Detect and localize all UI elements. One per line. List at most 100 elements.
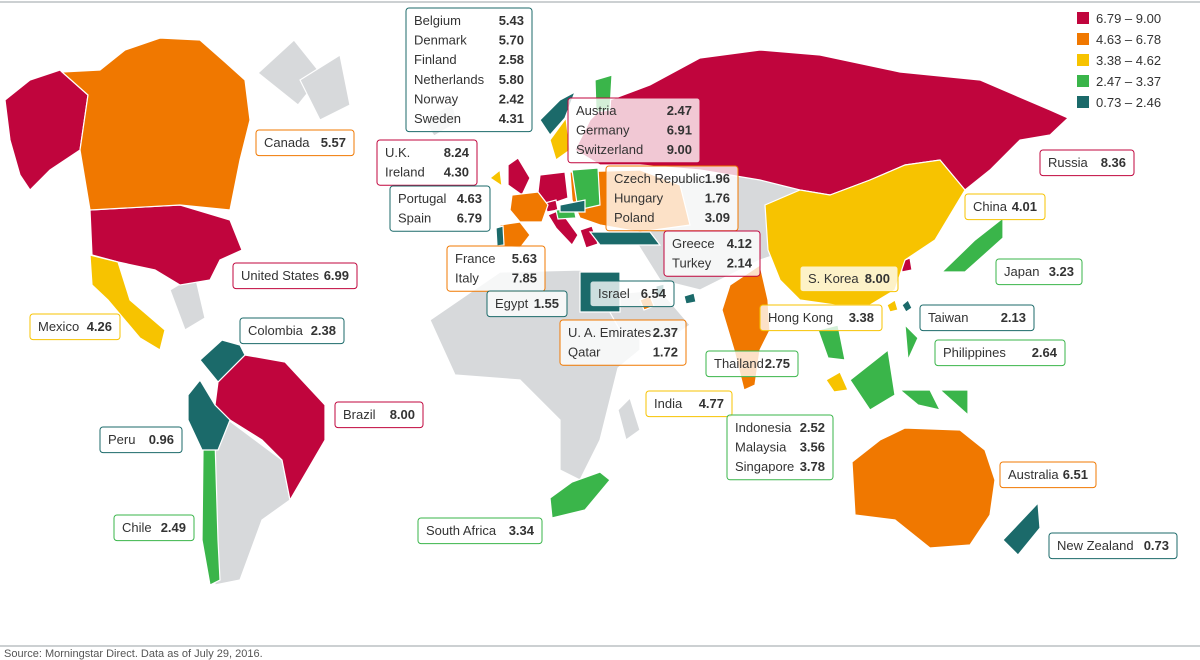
label-box-japan [995, 258, 1083, 286]
label-brazil: Brazil 8.00 [334, 401, 424, 429]
label-asean: Indonesia 2.52 Malaysia 3.56 Singapore 3.78 [726, 414, 834, 481]
label-uk: U.K. 8.24 Ireland 4.30 [376, 139, 478, 186]
country-value: 3.09 [705, 210, 730, 225]
label-box-asean [726, 414, 834, 481]
country-value: 2.37 [653, 325, 678, 340]
region-madagascar-grey [617, 396, 641, 441]
legend-swatch-1 [1077, 12, 1089, 24]
label-box-newzealand [1048, 532, 1178, 560]
label-box-china [964, 193, 1046, 221]
country-name: Philippines [943, 345, 1006, 360]
region-poland [571, 167, 601, 211]
region-qatar [683, 292, 697, 305]
country-name: India [654, 396, 683, 411]
legend-swatch-5 [1077, 96, 1089, 108]
country-name: Thailand [714, 356, 764, 371]
region-south-africa [549, 471, 611, 519]
label-dach: Austria 2.47 Germany 6.91 Switzerland 9.00 [567, 97, 701, 164]
label-usa: United States 6.99 [232, 262, 358, 290]
region-canada [60, 37, 251, 211]
country-name: Indonesia [735, 420, 792, 435]
country-value: 2.42 [499, 91, 524, 106]
country-value: 5.43 [499, 13, 524, 28]
region-ireland [488, 168, 503, 188]
label-box-nordics [405, 7, 533, 133]
country-name: S. Korea [808, 271, 859, 286]
country-value: 3.38 [849, 310, 874, 325]
label-philippines: Philippines 2.64 [934, 339, 1066, 367]
region-peru [187, 378, 231, 451]
country-value: 2.64 [1032, 345, 1058, 360]
legend-label-5: 0.73 – 2.46 [1096, 95, 1161, 110]
label-box-philippines [934, 339, 1066, 367]
country-name: Peru [108, 432, 135, 447]
country-name: New Zealand [1057, 538, 1134, 553]
legend-swatch-4 [1077, 75, 1089, 87]
region-czech [559, 199, 586, 213]
label-box-russia [1039, 149, 1135, 177]
country-value: 2.13 [1001, 310, 1026, 325]
label-greece: Greece 4.12 Turkey 2.14 [663, 230, 761, 277]
country-value: 4.63 [457, 191, 482, 206]
label-box-australia [999, 461, 1097, 489]
country-name: Sweden [414, 111, 461, 126]
label-russia: Russia 8.36 [1039, 149, 1135, 177]
country-name: Russia [1048, 155, 1089, 170]
label-box-thailand [705, 350, 799, 378]
country-name: China [973, 199, 1008, 214]
label-box-brazil [334, 401, 424, 429]
country-value: 8.00 [390, 407, 415, 422]
country-name: Mexico [38, 319, 79, 334]
region-france [509, 191, 549, 223]
country-value: 3.34 [509, 523, 535, 538]
label-peru: Peru 0.96 [99, 426, 183, 454]
country-value: 8.00 [865, 271, 890, 286]
region-new-zealand [1002, 501, 1041, 556]
country-value: 2.52 [800, 420, 825, 435]
region-uk [507, 157, 531, 196]
country-value: 6.91 [667, 123, 692, 138]
country-value: 5.80 [499, 72, 524, 87]
label-india: India 4.77 [645, 390, 733, 418]
country-name: Austria [576, 103, 617, 118]
label-box-southafrica [417, 517, 543, 545]
country-name: Switzerland [576, 142, 643, 157]
label-box-colombia [239, 317, 345, 345]
label-box-chile [113, 514, 195, 542]
country-name: Canada [264, 135, 310, 150]
country-value: 1.72 [653, 345, 678, 360]
region-turkey [588, 231, 662, 246]
region-malaysia [825, 371, 849, 393]
country-labels: Belgium 5.43 Denmark 5.70 Finland 2.58 Netherl… [29, 7, 1178, 560]
country-name: Portugal [398, 191, 447, 206]
country-name: Belgium [414, 13, 461, 28]
country-value: 6.51 [1063, 467, 1088, 482]
country-name: United States [241, 268, 320, 283]
country-name: Israel [598, 286, 630, 301]
legend-swatch-2 [1077, 33, 1089, 45]
country-value: 2.49 [161, 520, 186, 535]
label-china: China 4.01 [964, 193, 1046, 221]
region-indonesia-papua [938, 389, 969, 417]
legend: 6.79 – 9.00 4.63 – 6.78 3.38 – 4.62 2.47 – … [1077, 11, 1161, 110]
country-name: U. A. Emirates [568, 325, 652, 340]
label-taiwan: Taiwan 2.13 [919, 304, 1035, 332]
country-value: 0.96 [149, 432, 174, 447]
label-box-skorea [799, 265, 899, 293]
country-value: 6.54 [641, 286, 667, 301]
country-name: Germany [576, 123, 630, 138]
country-value: 2.75 [765, 356, 790, 371]
country-value: 6.99 [324, 268, 349, 283]
label-box-india [645, 390, 733, 418]
country-value: 4.31 [499, 111, 524, 126]
label-mexico: Mexico 4.26 [29, 313, 121, 341]
country-name: Taiwan [928, 310, 968, 325]
country-name: Hong Kong [768, 310, 833, 325]
region-mexico [89, 254, 166, 351]
country-name: Netherlands [414, 72, 485, 87]
country-name: Italy [455, 271, 479, 286]
country-name: Singapore [735, 459, 794, 474]
label-colombia: Colombia 2.38 [239, 317, 345, 345]
country-name: South Africa [426, 523, 497, 538]
country-value: 2.14 [727, 256, 753, 271]
